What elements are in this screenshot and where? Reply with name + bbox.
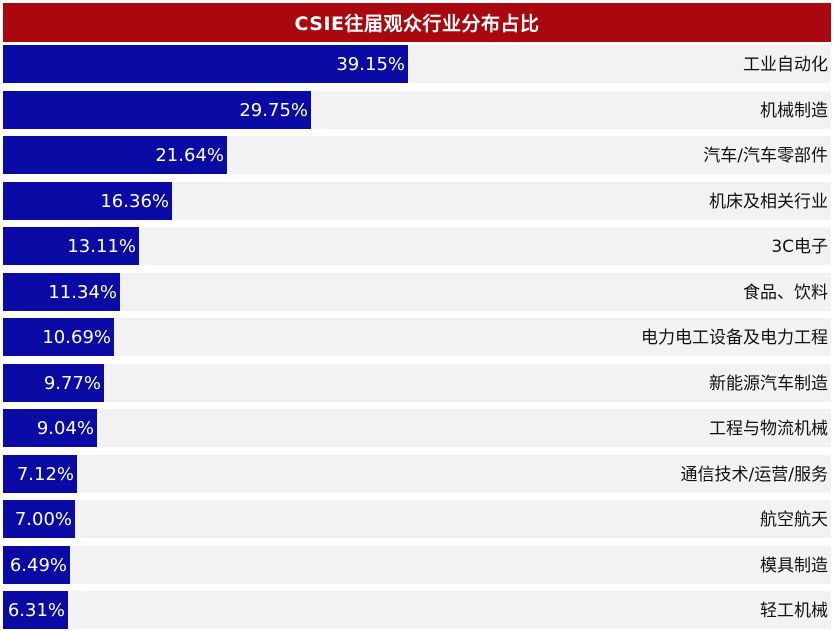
bar-value-label: 9.04% (36, 418, 94, 439)
chart-title: CSIE往届观众行业分布占比 (294, 13, 540, 35)
bar-value-label: 21.64% (155, 145, 224, 166)
bar-value-label: 16.36% (100, 191, 169, 212)
bar-value-label: 29.75% (239, 100, 308, 121)
bar-row-track (3, 500, 831, 538)
category-label: 电力电工设备及电力工程 (641, 328, 828, 348)
bar-value-label: 7.12% (16, 464, 74, 485)
category-label: 模具制造 (760, 556, 828, 576)
category-label: 新能源汽车制造 (709, 374, 828, 394)
bar-row-track (3, 364, 831, 402)
bar-row-track (3, 455, 831, 493)
bar (3, 409, 97, 447)
bar-value-label: 6.49% (9, 555, 67, 576)
bar (3, 227, 139, 265)
category-label: 汽车/汽车零部件 (703, 146, 828, 166)
bar (3, 273, 120, 311)
category-label: 机床及相关行业 (709, 192, 828, 212)
bar-value-label: 13.11% (67, 236, 136, 257)
bar-row-track (3, 591, 831, 629)
bar (3, 45, 408, 83)
bar (3, 182, 172, 220)
category-label: 食品、饮料 (743, 283, 828, 303)
bar-value-label: 11.34% (48, 282, 117, 303)
bar (3, 546, 70, 584)
bar-row-track (3, 273, 831, 311)
bar-value-label: 6.31% (7, 600, 65, 621)
bar-value-label: 10.69% (42, 327, 111, 348)
bar (3, 364, 104, 402)
bar-value-label: 39.15% (336, 54, 405, 75)
bar (3, 455, 77, 493)
category-label: 通信技术/运营/服务 (680, 465, 828, 485)
chart-title-bar: CSIE往届观众行业分布占比 (3, 3, 831, 42)
bar-row-track (3, 409, 831, 447)
bar-row-track (3, 227, 831, 265)
category-label: 航空航天 (760, 510, 828, 530)
category-label: 3C电子 (771, 237, 828, 257)
bar (3, 136, 227, 174)
bar-value-label: 7.00% (14, 509, 72, 530)
bar (3, 500, 75, 538)
category-label: 工业自动化 (743, 55, 828, 75)
bar-row-track (3, 546, 831, 584)
category-label: 机械制造 (760, 101, 828, 121)
category-label: 工程与物流机械 (709, 419, 828, 439)
bar-value-label: 9.77% (43, 373, 101, 394)
bar (3, 591, 68, 629)
bar-row-track (3, 318, 831, 356)
bar (3, 318, 114, 356)
bar (3, 91, 311, 129)
category-label: 轻工机械 (760, 601, 828, 621)
